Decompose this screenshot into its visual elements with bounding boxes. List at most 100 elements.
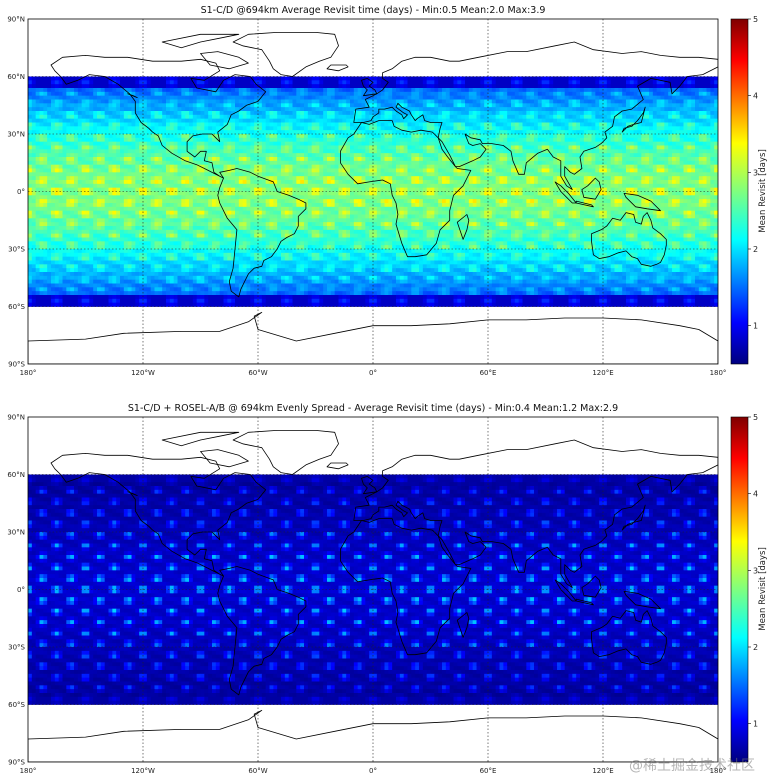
heatmap-cell xyxy=(265,172,270,177)
heatmap-cell xyxy=(675,88,681,93)
heatmap-cell xyxy=(522,118,527,123)
heatmap-cell xyxy=(265,91,270,97)
heatmap-cell xyxy=(204,122,209,127)
heatmap-cell xyxy=(438,111,443,116)
heatmap-cell xyxy=(242,114,247,120)
heatmap-cell xyxy=(28,134,33,139)
heatmap-cell xyxy=(93,114,98,120)
heatmap-cell xyxy=(350,107,355,112)
heatmap-cell xyxy=(74,114,79,120)
heatmap-cell xyxy=(445,103,451,108)
heatmap-cell xyxy=(633,76,638,81)
heatmap-cell xyxy=(606,99,612,104)
heatmap-cell xyxy=(361,160,366,166)
heatmap-cell xyxy=(369,111,374,116)
heatmap-cell xyxy=(369,149,374,154)
heatmap-cell xyxy=(346,134,351,139)
heatmap-cell xyxy=(200,160,205,166)
heatmap-cell xyxy=(476,103,481,108)
heatmap-cell xyxy=(200,126,205,131)
heatmap-cell xyxy=(530,95,535,100)
heatmap-cell xyxy=(327,149,332,154)
heatmap-cell xyxy=(537,180,543,185)
heatmap-cell xyxy=(388,130,393,135)
heatmap-cell xyxy=(162,180,167,185)
heatmap-cell xyxy=(392,80,397,85)
heatmap-cell xyxy=(315,134,320,139)
heatmap-cell xyxy=(365,95,370,100)
heatmap-cell xyxy=(560,95,566,100)
heatmap-cell xyxy=(426,99,431,104)
heatmap-cell xyxy=(100,153,106,158)
heatmap-cell xyxy=(484,153,489,158)
heatmap-cell xyxy=(698,88,704,93)
heatmap-cell xyxy=(238,141,244,146)
heatmap-cell xyxy=(311,145,316,150)
heatmap-cell xyxy=(560,114,566,120)
heatmap-cell xyxy=(127,180,132,185)
heatmap-cell xyxy=(353,103,359,108)
heatmap-cell xyxy=(212,126,217,131)
heatmap-cell xyxy=(39,145,44,150)
heatmap-cell xyxy=(442,157,447,162)
heatmap-cell xyxy=(143,91,148,97)
heatmap-cell xyxy=(208,126,213,131)
heatmap-cell xyxy=(583,107,589,112)
heatmap-cell xyxy=(507,164,512,169)
heatmap-cell xyxy=(580,149,585,154)
heatmap-cell xyxy=(66,88,71,93)
heatmap-cell xyxy=(522,88,527,93)
heatmap-cell xyxy=(338,118,343,123)
heatmap-cell xyxy=(304,84,309,89)
heatmap-cell xyxy=(315,164,320,169)
heatmap-cell xyxy=(442,107,447,112)
heatmap-cell xyxy=(273,114,278,120)
heatmap-cell xyxy=(384,164,389,169)
heatmap-cell xyxy=(338,80,343,85)
heatmap-cell xyxy=(449,168,454,173)
heatmap-cell xyxy=(70,84,75,89)
heatmap-cell xyxy=(656,84,661,89)
heatmap-cell xyxy=(212,168,217,173)
heatmap-cell xyxy=(514,137,520,143)
heatmap-cell xyxy=(560,107,566,112)
heatmap-cell xyxy=(296,180,301,185)
heatmap-cell xyxy=(438,76,443,81)
heatmap-cell xyxy=(649,137,654,143)
heatmap-cell xyxy=(116,164,121,169)
heatmap-cell xyxy=(35,118,40,123)
heatmap-cell xyxy=(698,95,704,100)
heatmap-cell xyxy=(534,180,539,185)
heatmap-cell xyxy=(292,114,297,120)
heatmap-cell xyxy=(403,84,408,89)
heatmap-cell xyxy=(622,88,627,93)
heatmap-cell xyxy=(70,122,75,127)
heatmap-cell xyxy=(238,122,244,127)
heatmap-cell xyxy=(238,91,244,97)
heatmap-cell xyxy=(357,84,362,89)
heatmap-cell xyxy=(407,76,412,81)
heatmap-cell xyxy=(606,80,612,85)
heatmap-cell xyxy=(273,145,278,150)
heatmap-cell xyxy=(384,130,389,135)
heatmap-cell xyxy=(672,164,677,169)
heatmap-cell xyxy=(353,172,359,177)
heatmap-cell xyxy=(319,137,324,143)
heatmap-cell xyxy=(419,160,424,166)
heatmap-cell xyxy=(445,141,451,146)
heatmap-cell xyxy=(461,122,466,127)
heatmap-cell xyxy=(292,107,297,112)
heatmap-cell xyxy=(43,157,48,162)
heatmap-cell xyxy=(710,114,715,120)
heatmap-cell xyxy=(668,122,673,127)
heatmap-cell xyxy=(557,88,562,93)
heatmap-cell xyxy=(104,149,109,154)
heatmap-cell xyxy=(150,149,155,154)
heatmap-cell xyxy=(407,157,412,162)
heatmap-cell xyxy=(350,172,355,177)
heatmap-cell xyxy=(557,80,562,85)
heatmap-cell xyxy=(150,176,155,181)
heatmap-cell xyxy=(219,137,224,143)
heatmap-cell xyxy=(284,95,290,100)
heatmap-cell xyxy=(93,122,98,127)
